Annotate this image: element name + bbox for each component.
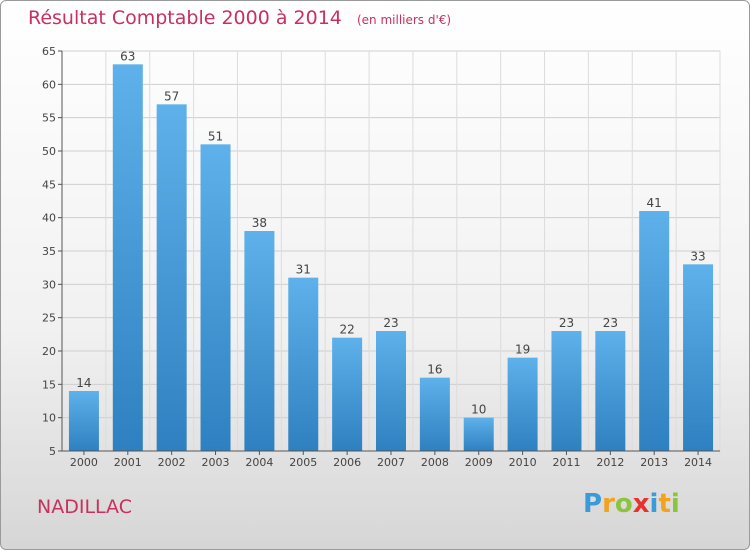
bar <box>288 277 319 451</box>
x-tick-label: 2006 <box>333 456 361 469</box>
x-tick-label: 2001 <box>114 456 142 469</box>
data-label: 23 <box>603 316 618 330</box>
y-tick-label: 15 <box>42 378 56 391</box>
logo-letter: i <box>649 489 659 519</box>
bar <box>419 377 450 451</box>
y-tick-label: 10 <box>42 412 56 425</box>
bar <box>112 64 143 452</box>
logo-letter: t <box>658 489 671 519</box>
logo-letter: P <box>583 489 603 519</box>
y-tick-label: 5 <box>49 445 56 458</box>
bar <box>332 337 363 451</box>
data-label: 16 <box>427 363 442 377</box>
bar <box>200 144 231 452</box>
data-label: 57 <box>164 89 179 103</box>
x-tick-label: 2013 <box>640 456 668 469</box>
bar <box>683 264 714 451</box>
logo-letter: i <box>670 489 680 519</box>
x-tick-label: 2010 <box>509 456 537 469</box>
labels: 5 10 15 20 25 30 35 40 45 50 55 60 65 14 2000 63 2001 57 2… <box>42 45 712 469</box>
logo-letter: o <box>614 489 633 519</box>
x-tick-label: 2012 <box>596 456 624 469</box>
bar <box>68 391 99 451</box>
data-label: 38 <box>252 216 267 230</box>
data-label: 23 <box>383 316 398 330</box>
x-tick-label: 2007 <box>377 456 405 469</box>
x-tick-label: 2008 <box>421 456 449 469</box>
bar <box>463 417 494 451</box>
axes <box>58 50 720 455</box>
data-label: 33 <box>690 249 705 263</box>
data-label: 10 <box>471 403 486 417</box>
bar <box>551 331 582 451</box>
bar <box>507 357 538 451</box>
bars <box>68 64 714 452</box>
y-tick-label: 35 <box>42 245 56 258</box>
y-tick-label: 55 <box>42 112 56 125</box>
bar <box>595 331 626 451</box>
data-label: 23 <box>559 316 574 330</box>
x-tick-label: 2005 <box>289 456 317 469</box>
y-tick-label: 20 <box>42 345 56 358</box>
proxiti-logo: Proxiti <box>583 489 680 519</box>
data-label: 41 <box>647 196 662 210</box>
logo-letter: r <box>602 489 615 519</box>
y-tick-label: 40 <box>42 212 56 225</box>
x-tick-label: 2003 <box>202 456 230 469</box>
x-tick-label: 2014 <box>684 456 712 469</box>
bar <box>156 104 187 451</box>
data-label: 63 <box>120 49 135 63</box>
bar <box>244 231 275 451</box>
data-label: 51 <box>208 129 223 143</box>
bar <box>376 331 406 451</box>
title-row: Résultat Comptable 2000 à 2014 (en milli… <box>28 7 451 29</box>
x-tick-label: 2002 <box>158 456 186 469</box>
data-label: 31 <box>296 263 311 277</box>
y-tick-label: 60 <box>42 78 56 91</box>
x-tick-label: 2009 <box>465 456 493 469</box>
bar <box>639 211 670 451</box>
y-tick-label: 50 <box>42 145 56 158</box>
data-label: 19 <box>515 343 530 357</box>
commune-name: NADILLAC <box>37 496 132 518</box>
y-tick-label: 30 <box>42 278 56 291</box>
chart-subtitle: (en milliers d'€) <box>356 13 452 27</box>
x-tick-label: 2000 <box>70 456 98 469</box>
data-label: 14 <box>76 376 91 390</box>
logo-letter: x <box>632 489 650 519</box>
y-tick-label: 45 <box>42 178 56 191</box>
chart-title: Résultat Comptable 2000 à 2014 <box>28 7 342 29</box>
x-tick-label: 2004 <box>245 456 273 469</box>
x-tick-label: 2011 <box>552 456 580 469</box>
y-tick-label: 65 <box>42 45 56 58</box>
y-tick-label: 25 <box>42 312 56 325</box>
data-label: 22 <box>339 323 354 337</box>
